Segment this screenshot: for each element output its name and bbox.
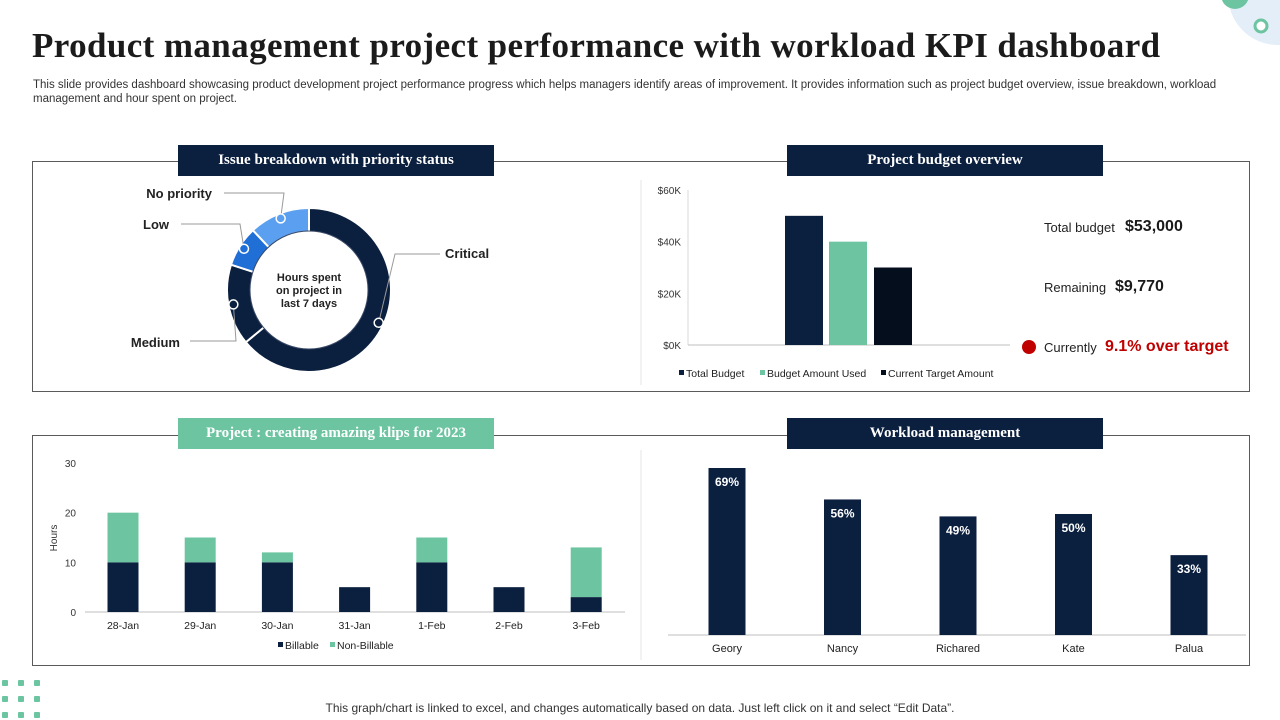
workload-header: Workload management xyxy=(787,418,1103,449)
bottom-panel xyxy=(32,435,1250,666)
footer-note: This graph/chart is linked to excel, and… xyxy=(325,701,955,715)
currently-value: 9.1% over target xyxy=(1105,338,1229,355)
budget-overview-header: Project budget overview xyxy=(787,145,1103,176)
total-budget-value: $53,000 xyxy=(1125,218,1183,235)
corner-circles-icon xyxy=(1221,0,1280,45)
page-title: Product management project performance w… xyxy=(32,26,1161,65)
top-panel xyxy=(32,161,1250,392)
currently-label: Currently xyxy=(1044,340,1097,355)
corner-decoration xyxy=(1220,0,1280,50)
issue-breakdown-header: Issue breakdown with priority status xyxy=(178,145,494,176)
remaining-label: Remaining xyxy=(1044,280,1107,295)
remaining-value: $9,770 xyxy=(1115,278,1164,295)
alert-dot-icon xyxy=(1022,340,1036,354)
total-budget-label: Total budget xyxy=(1044,220,1115,235)
page-subtitle: This slide provides dashboard showcasing… xyxy=(33,79,1217,105)
klips-project-header: Project : creating amazing klips for 202… xyxy=(178,418,494,449)
